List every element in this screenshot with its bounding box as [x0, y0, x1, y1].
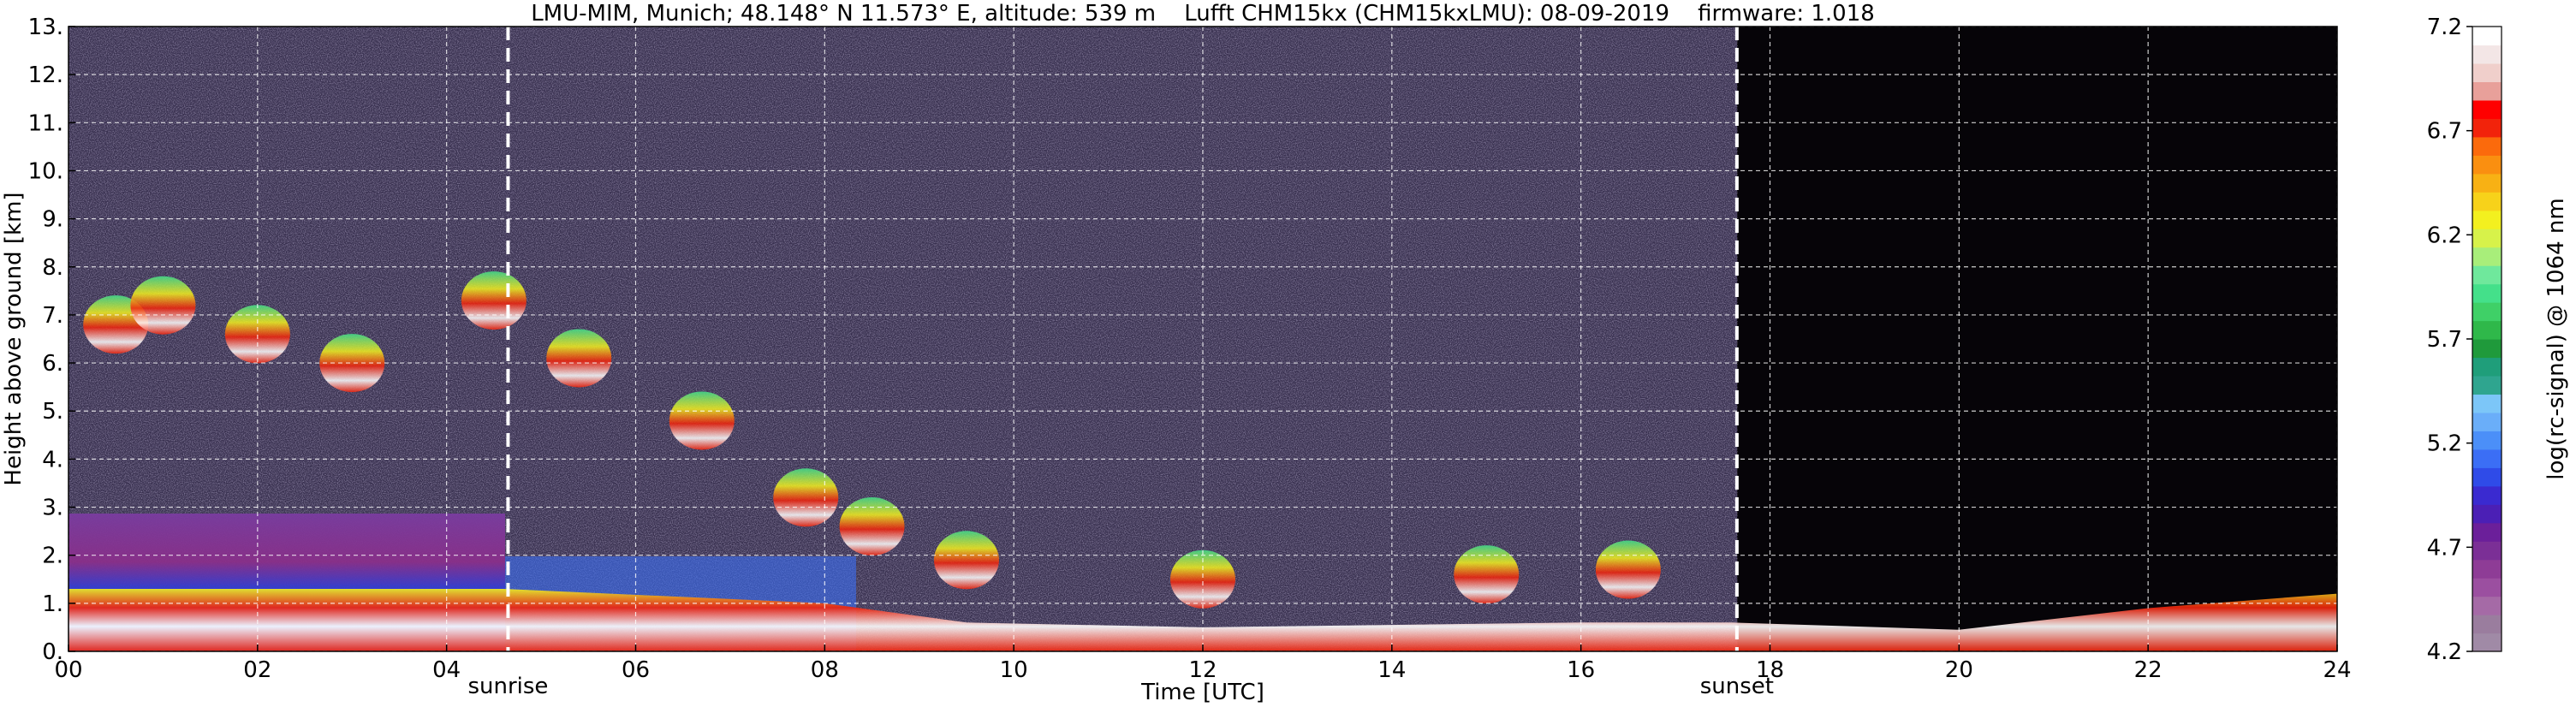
cloud-patch: [1170, 550, 1235, 609]
colorbar-segment: [2472, 467, 2502, 487]
cloud-patch: [1595, 540, 1661, 599]
cloud-patch: [1454, 545, 1520, 604]
plot-area: [68, 27, 2337, 651]
cloud-patch: [839, 497, 905, 556]
colorbar-segment: [2472, 155, 2502, 175]
colorbar-segment: [2472, 449, 2502, 468]
x-tick-label: 22: [2134, 657, 2163, 683]
x-tick-label: 02: [243, 657, 271, 683]
cloud-patch: [224, 305, 290, 364]
y-tick-label: 3.: [42, 496, 63, 521]
cloud-patch: [546, 329, 612, 388]
colorbar-segment: [2472, 375, 2502, 395]
colorbar-tick-label: 4.7: [2427, 535, 2462, 561]
colorbar-segment: [2472, 504, 2502, 524]
x-tick-label: 18: [1756, 657, 1784, 683]
colorbar-segment: [2472, 192, 2502, 211]
y-tick-label: 10.: [28, 158, 63, 184]
colorbar-segment: [2472, 62, 2502, 83]
cloud-patch: [933, 531, 999, 590]
colorbar-tick-label: 6.7: [2427, 119, 2462, 145]
y-tick-label: 0.: [42, 639, 63, 665]
colorbar-segment: [2472, 485, 2502, 505]
y-tick-label: 9.: [42, 207, 63, 233]
x-axis-ticks: 00 02 04 06 08 10 12 14 16 18 20 22 24 sunrise sunset: [54, 645, 2352, 699]
colorbar-tick-label: 6.2: [2427, 223, 2462, 248]
colorbar-segment: [2472, 265, 2502, 285]
colorbar-segment: [2472, 596, 2502, 615]
cloud-patch: [461, 271, 527, 330]
colorbar: 4.2 4.7 5.2 5.7 6.2 6.7 7.2: [2427, 15, 2502, 665]
colorbar-segment: [2472, 412, 2502, 431]
colorbar-segment: [2472, 320, 2502, 340]
x-tick-label: 16: [1567, 657, 1595, 683]
y-tick-label: 8.: [42, 255, 63, 281]
colorbar-segment: [2472, 541, 2502, 561]
x-tick-label: 06: [622, 657, 650, 683]
x-tick-label: 12: [1188, 657, 1217, 683]
colorbar-tick-label: 5.2: [2427, 431, 2462, 457]
x-tick-label: 04: [432, 657, 461, 683]
colorbar-segment: [2472, 302, 2502, 322]
y-tick-label: 2.: [42, 544, 63, 569]
colorbar-tick-label: 5.7: [2427, 327, 2462, 353]
colorbar-segment: [2472, 633, 2502, 652]
y-tick-label: 11.: [28, 110, 63, 136]
grid-lines: [68, 27, 2337, 651]
x-tick-label: 24: [2323, 657, 2351, 683]
x-axis-label: Time [UTC]: [1140, 680, 1264, 705]
colorbar-segment: [2472, 81, 2502, 101]
colorbar-frame: [2472, 26, 2502, 652]
x-tick-label: 00: [54, 657, 82, 683]
x-tick-label: 20: [1945, 657, 1973, 683]
colorbar-segment: [2472, 136, 2502, 156]
colorbar-segment: [2472, 247, 2502, 266]
colorbar-label: log(rc-signal) @ 1064 nm: [2543, 198, 2569, 479]
colorbar-segment: [2472, 615, 2502, 634]
colorbar-segment: [2472, 173, 2502, 193]
cloud-patch: [319, 334, 385, 393]
colorbar-segment: [2472, 45, 2502, 64]
colorbar-segment: [2472, 283, 2502, 303]
colorbar-segment: [2472, 357, 2502, 377]
colorbar-segment: [2472, 559, 2502, 579]
x-tick-label: 14: [1377, 657, 1406, 683]
y-tick-label: 1.: [42, 591, 63, 617]
sunrise-marker-label: sunrise: [467, 674, 548, 699]
y-axis-ticks: 0. 1. 2. 3. 4. 5. 6. 7. 8. 9. 10. 11. 12. 13.: [28, 15, 75, 665]
y-tick-label: 6.: [42, 351, 63, 377]
colorbar-segment: [2472, 394, 2502, 413]
night-background: [1737, 27, 2337, 651]
event-markers: [506, 27, 1739, 651]
colorbar-segment: [2472, 522, 2502, 542]
cloud-patch: [669, 391, 735, 450]
colorbar-tick-label: 4.2: [2427, 639, 2462, 665]
y-tick-label: 7.: [42, 303, 63, 329]
colorbar-segment: [2472, 99, 2502, 119]
y-tick-label: 12.: [28, 62, 63, 88]
y-axis-label: Height above ground [km]: [1, 192, 27, 485]
y-tick-label: 4.: [42, 447, 63, 472]
x-tick-label: 10: [1000, 657, 1028, 683]
colorbar-segment: [2472, 229, 2502, 248]
y-tick-label: 5.: [42, 399, 63, 425]
cloud-patch: [773, 468, 839, 527]
x-tick-label: 08: [811, 657, 839, 683]
colorbar-segment: [2472, 339, 2502, 359]
colorbar-tick-label: 7.2: [2427, 15, 2462, 40]
y-tick-label: 13.: [28, 15, 63, 40]
colorbar-segment: [2472, 431, 2502, 450]
sunset-marker-label: sunset: [1700, 674, 1774, 699]
cloud-patch: [130, 276, 196, 335]
colorbar-segment: [2472, 118, 2502, 138]
chart-title: LMU-MIM, Munich; 48.148° N 11.573° E, al…: [531, 1, 1875, 27]
colorbar-segment: [2472, 27, 2502, 46]
colorbar-segment: [2472, 210, 2502, 229]
colorbar-segment: [2472, 578, 2502, 597]
